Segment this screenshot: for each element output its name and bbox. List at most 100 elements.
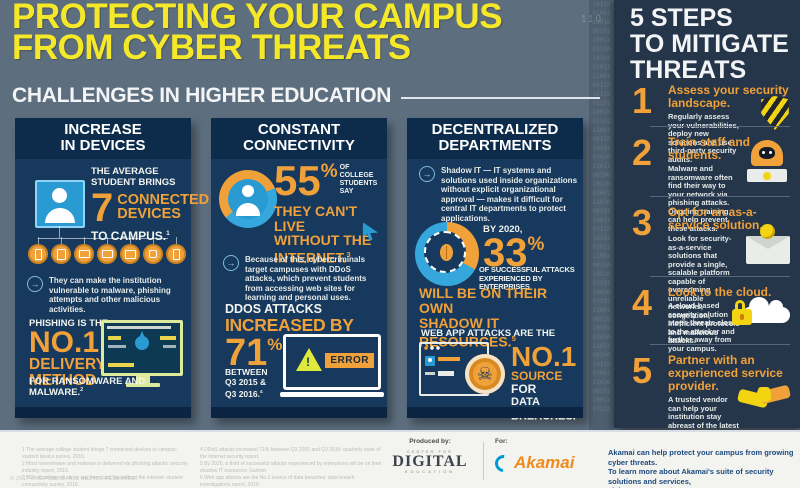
step-description: Look for security-as-a-service solutions… xyxy=(668,234,740,345)
water-drop-icon xyxy=(135,331,149,350)
akamai-logo: Akamai xyxy=(491,451,574,475)
copyright: © 2017 e.REPUBLIC. ALL RIGHTS RESERVED. xyxy=(10,476,138,482)
stat-title: INCREASED BY xyxy=(225,315,354,335)
phone-icon xyxy=(166,237,186,264)
step-description: A cloud-based security solution stops th… xyxy=(668,301,740,353)
phishing-monitor-icon xyxy=(101,320,185,387)
sponsor-block: For: Akamai xyxy=(491,438,574,475)
produced-by-label: Produced by: xyxy=(409,438,451,445)
percent-sign: % xyxy=(267,335,283,354)
stat-label: FOR xyxy=(511,382,537,396)
heading-rule xyxy=(401,97,600,99)
person-icon xyxy=(425,356,435,366)
tablet-icon xyxy=(51,237,71,264)
panel-header: CONSTANT CONNECTIVITY xyxy=(211,118,387,159)
step-divider xyxy=(650,344,790,345)
connector-line xyxy=(38,238,168,239)
address-bar xyxy=(107,326,171,329)
stat-number: 7 xyxy=(91,186,114,230)
section-heading: CHALLENGES IN HIGHER EDUCATION xyxy=(12,84,392,107)
step-number: 2 xyxy=(632,132,653,173)
stat-suffix: FOR RANSOMWARE AND MALWARE.2 xyxy=(29,376,146,399)
step-number: 5 xyxy=(632,350,653,391)
content-bar xyxy=(163,345,176,348)
stat-intro: WEB APP ATTACKS ARE THE xyxy=(421,328,556,339)
hacker-icon xyxy=(744,140,790,182)
cloud-lock-icon xyxy=(732,292,790,328)
stat-suffix: TO CAMPUS.1 xyxy=(91,229,170,243)
panel-header: DECENTRALIZED DEPARTMENTS xyxy=(407,118,583,159)
panel-footer-strip xyxy=(211,407,387,418)
avatar-head xyxy=(52,188,67,203)
connector-line xyxy=(59,226,60,238)
percent-sign: % xyxy=(320,161,338,182)
for-label: For: xyxy=(495,438,508,445)
panel-constant-connectivity: CONSTANT CONNECTIVITY 55 % OF COLLEGE ST… xyxy=(211,118,387,418)
arrow-icon xyxy=(419,166,435,182)
stat-period: BETWEEN Q3 2015 & Q3 2016.4 xyxy=(225,367,268,399)
person-icon xyxy=(236,203,260,216)
panel-footer-strip xyxy=(407,407,583,418)
e-reader-icon xyxy=(74,237,94,264)
stat-intro: STUDENT BRINGS xyxy=(91,177,176,188)
section-heading-row: CHALLENGES IN HIGHER EDUCATION xyxy=(12,84,600,108)
person-icon xyxy=(242,185,254,197)
panel-header-line1: INCREASE xyxy=(64,121,142,138)
content-bar xyxy=(438,371,454,376)
page-title-line2: FROM CYBER THREATS xyxy=(12,28,411,67)
stat-number: NO.1 xyxy=(29,326,100,359)
ddos-note: Because of this, cybercriminals target c… xyxy=(223,255,382,303)
note-text: They can make the institution vulnerable… xyxy=(49,276,171,314)
stat-label: METHOD xyxy=(29,372,97,389)
akamai-swirl-icon xyxy=(491,451,516,475)
content-bar xyxy=(438,357,460,361)
center-for-digital-education-logo: CENTER FOR DIGITAL EDUCATION xyxy=(392,449,468,474)
monitor-screen xyxy=(101,320,183,376)
desktop-icon xyxy=(120,237,140,264)
donut-center xyxy=(424,231,466,273)
avatar-body xyxy=(45,208,75,223)
arrow-icon xyxy=(223,255,239,271)
footnote: 3 55% of college students say they can't… xyxy=(22,475,183,488)
mitigation-steps-sidebar: 5 STEPS TO MITIGATE THREATS 1 Assess you… xyxy=(614,0,800,455)
smartwatch-icon xyxy=(143,237,163,264)
internet-stat: 55 % OF COLLEGE STUDENTS SAY xyxy=(274,160,377,202)
stat-label: DELIVERY xyxy=(29,356,106,373)
footnote: 1 The average college student brings 7 c… xyxy=(22,447,178,460)
stat-intro: DDOS ATTACKS xyxy=(225,302,322,316)
stat-number: NO.1 xyxy=(511,341,577,372)
footnote: 2 Most ransomware and malware is deliver… xyxy=(22,461,188,474)
panel-header-line2: CONNECTIVITY xyxy=(243,137,355,154)
page-title: PROTECTING YOUR CAMPUS FROM CYBER THREAT… xyxy=(12,0,503,67)
step-number: 4 xyxy=(632,282,653,323)
smartphone-icon xyxy=(28,237,48,264)
donut-chart-33 xyxy=(415,222,479,286)
note-text: Shadow IT — IT systems and solutions use… xyxy=(441,166,578,223)
footnote-marker: 1 xyxy=(166,230,170,237)
producer-block: Produced by: CENTER FOR DIGITAL EDUCATIO… xyxy=(383,438,477,474)
warning-triangle-icon xyxy=(296,348,322,371)
binary-texture-strip: 10110 01001 11010 00101 10011 01110 1010… xyxy=(589,0,614,430)
akamai-link[interactable]: www.akamai.com xyxy=(628,486,690,488)
content-bar xyxy=(425,372,435,375)
donut-chart-55 xyxy=(219,170,277,228)
footnote-marker: 5 xyxy=(511,334,516,343)
step-assess-security: 1 Assess your security landscape. Regula… xyxy=(632,83,792,164)
step-title: Train staff and students. xyxy=(668,135,751,162)
donut-center xyxy=(228,179,268,219)
sidebar-title: 5 STEPS TO MITIGATE THREATS xyxy=(630,4,789,84)
stat-intro: BY 2020, xyxy=(483,224,523,235)
step-divider xyxy=(650,276,790,277)
note-text: Because of this, cybercriminals target c… xyxy=(245,255,367,302)
footer-divider xyxy=(483,442,484,480)
ddos-stat: DDOS ATTACKS INCREASED BY 71 % xyxy=(225,302,354,373)
handshake-icon xyxy=(736,380,792,412)
panel-header-line2: DEPARTMENTS xyxy=(438,137,552,154)
step-title: Assess your security landscape. xyxy=(668,83,789,110)
footnote-marker: 2 xyxy=(80,387,84,393)
binary-texture: 110 xyxy=(581,14,603,25)
bug-icon xyxy=(440,244,453,261)
panel-header-line1: CONSTANT xyxy=(257,121,341,138)
laptop-screen: ERROR xyxy=(283,334,381,390)
